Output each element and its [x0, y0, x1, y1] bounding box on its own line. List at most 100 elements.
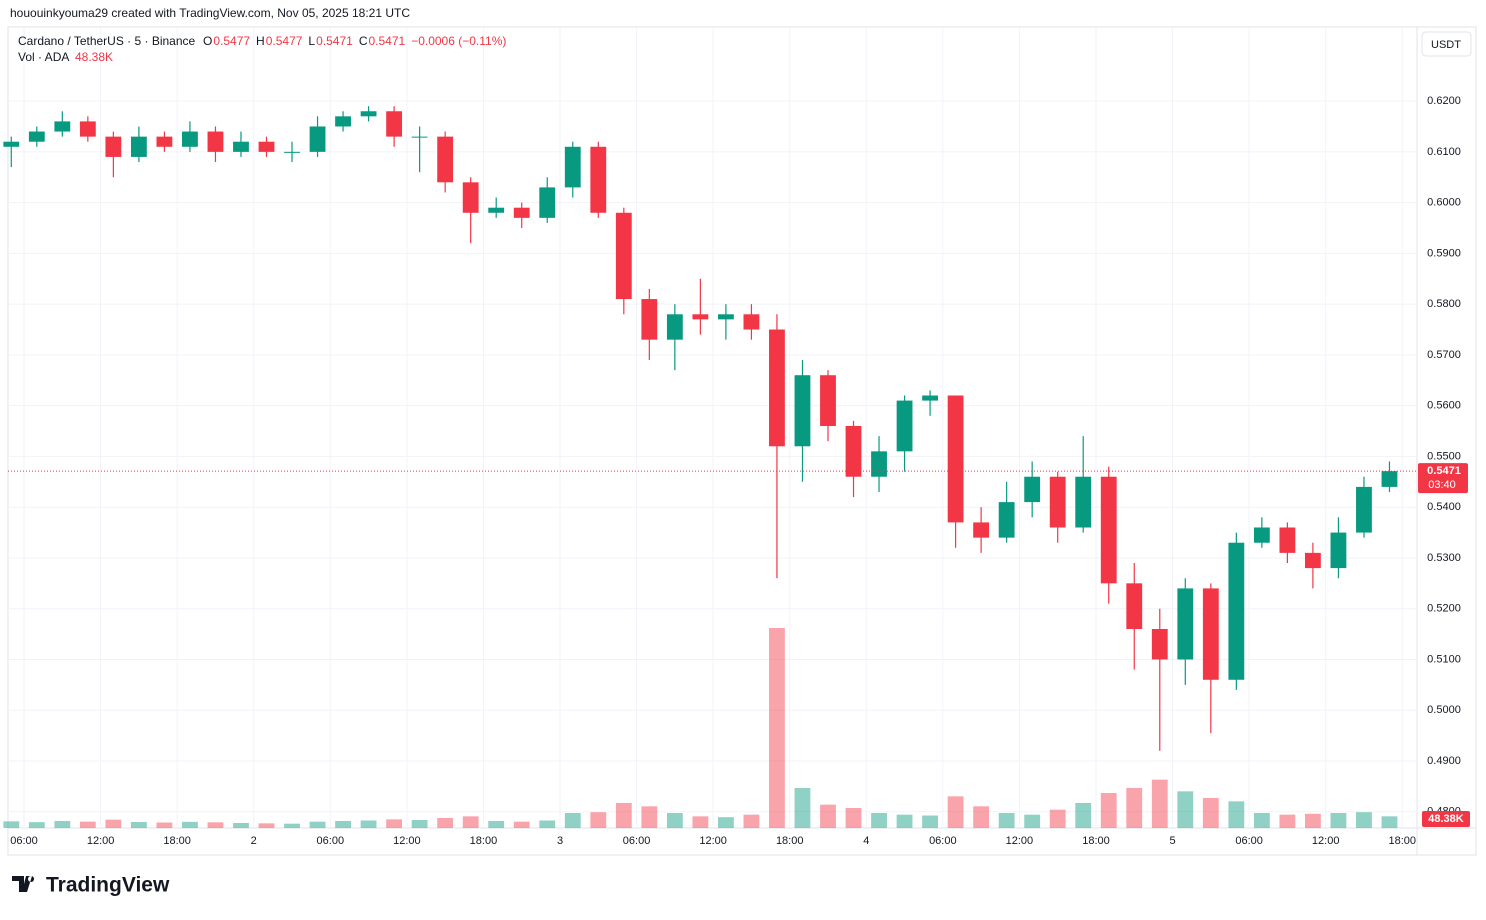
- volume-bar: [666, 813, 683, 828]
- volume-bar: [845, 808, 862, 828]
- volume-bar: [973, 806, 990, 828]
- candle-body: [717, 314, 734, 320]
- candle-body: [1100, 476, 1117, 584]
- candle-body: [973, 522, 990, 538]
- brand: TradingView: [46, 874, 170, 897]
- volume-bar: [947, 796, 964, 828]
- volume-bar: [130, 822, 147, 828]
- symbol-title: Cardano / TetherUS · 5 · Binance: [18, 34, 196, 48]
- volume-bar: [641, 806, 658, 828]
- x-tick-label: 4: [863, 835, 869, 847]
- candle-body: [1304, 552, 1321, 569]
- y-tick-label: 0.5000: [1427, 704, 1461, 716]
- candle-body: [769, 329, 785, 447]
- candle-body: [1228, 542, 1245, 680]
- candle-body: [488, 207, 505, 213]
- volume-bar: [28, 822, 45, 828]
- candle-body: [692, 314, 709, 320]
- x-tick-label: 12:00: [393, 835, 421, 847]
- ohlc-key: L: [308, 34, 315, 48]
- volume-bar: [794, 788, 811, 828]
- candle-body: [922, 395, 938, 401]
- y-tick-label: 0.5100: [1427, 653, 1461, 665]
- ohlc-value: 0.5477: [266, 34, 303, 48]
- candle-body: [845, 425, 862, 477]
- candle-body: [233, 141, 249, 152]
- ohlc-value: 0.5477: [213, 34, 250, 48]
- volume-bar: [615, 803, 632, 828]
- volume-bar: [488, 821, 505, 828]
- volume-bar: [233, 823, 249, 828]
- candle-body: [1279, 527, 1296, 553]
- x-tick-label: 12:00: [1312, 835, 1340, 847]
- logo-icon: [12, 876, 35, 892]
- volume-bar: [1024, 814, 1041, 828]
- x-tick-label: 06:00: [1235, 835, 1263, 847]
- candle-layer: [3, 106, 1398, 751]
- y-tick-label: 0.5900: [1427, 247, 1461, 259]
- candle-body: [743, 314, 760, 330]
- volume-bar: [1100, 793, 1117, 828]
- volume-bar: [1049, 809, 1066, 828]
- currency-button[interactable]: [1421, 31, 1472, 57]
- grid: [8, 27, 1417, 828]
- x-tick-label: 3: [557, 835, 563, 847]
- candle-body: [1381, 471, 1398, 487]
- y-tick-label: 0.6100: [1427, 146, 1461, 158]
- candle-body: [539, 187, 556, 218]
- candle-body: [1330, 532, 1347, 569]
- y-tick-label: 0.6200: [1427, 95, 1461, 107]
- volume-bar: [207, 822, 224, 828]
- x-tick-label: 18:00: [776, 835, 804, 847]
- volume-bar: [1075, 803, 1092, 828]
- volume-bar: [717, 817, 734, 828]
- y-tick-label: 0.5300: [1427, 552, 1461, 564]
- volume-bar: [79, 821, 96, 828]
- candle-body: [284, 151, 300, 153]
- y-tick-label: 0.5600: [1427, 400, 1461, 412]
- volume-bar: [156, 822, 173, 828]
- volume-bar: [258, 823, 275, 828]
- volume-title: Vol · ADA: [18, 50, 69, 64]
- y-tick-label: 0.5200: [1427, 603, 1461, 615]
- volume-bar: [1356, 812, 1372, 828]
- volume-bar: [896, 814, 913, 828]
- x-tick-label: 06:00: [317, 835, 345, 847]
- volume-bar: [1228, 801, 1245, 828]
- candle-body: [335, 116, 351, 127]
- candle-body: [1024, 476, 1041, 503]
- caption: hououinkyouma29 created with TradingView…: [10, 6, 410, 20]
- currency[interactable]: USDT: [1431, 39, 1461, 51]
- ohlc-value: 0.5471: [368, 34, 405, 48]
- candle-body: [105, 136, 122, 157]
- candle-body: [998, 502, 1015, 538]
- chart-frame: [7, 26, 1477, 856]
- volume-bar: [692, 816, 709, 828]
- candle-body: [182, 131, 198, 147]
- candle-body: [820, 375, 836, 426]
- candle-body: [386, 111, 403, 137]
- candle-body: [207, 131, 224, 152]
- x-tick-label: 12:00: [87, 835, 115, 847]
- candle-body: [513, 207, 530, 218]
- candle-body: [666, 314, 683, 340]
- candle-body: [641, 299, 658, 340]
- volume-bar: [1202, 798, 1219, 828]
- volume-bar: [871, 813, 887, 828]
- volume-layer: [3, 628, 1398, 828]
- ohlc-key: O: [203, 34, 212, 48]
- volume-bar: [1151, 779, 1168, 828]
- candle-body: [3, 141, 20, 147]
- volume-bar: [437, 818, 454, 828]
- volume-bar: [335, 821, 351, 828]
- x-tick-label: 12:00: [699, 835, 727, 847]
- candle-body: [871, 451, 887, 477]
- volume-bar: [820, 804, 836, 828]
- candle-body: [564, 146, 581, 188]
- volume-label-box: [1422, 811, 1470, 827]
- candle-body: [590, 146, 607, 213]
- x-tick-label: 06:00: [623, 835, 651, 847]
- change: −0.0006 (−0.11%): [411, 34, 506, 48]
